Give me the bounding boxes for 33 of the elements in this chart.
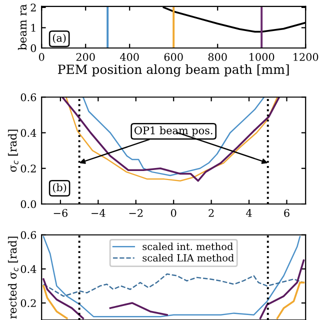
y-tick-label: 0.6 [20,231,36,239]
x-tick-label: −6 [54,209,68,217]
x-tick-label: 6 [284,209,290,217]
legend-label: scaled int. method [142,242,233,250]
x-tick-label: 0 [170,209,176,217]
x-axis-title: PEM position along beam path [mm] [58,64,289,77]
legend-label: scaled LIA method [142,254,234,262]
x-tick-label: 800 [208,53,227,61]
x-tick-label: 400 [120,53,139,61]
x-tick-label: 2 [208,209,214,217]
x-tick-label: 600 [164,53,183,61]
annotation: (b) [52,183,66,193]
y-tick-label: 0 [30,44,36,52]
y-tick-label: 2 [30,4,36,12]
x-tick-label: 1200 [294,53,318,61]
x-tick-label: 200 [76,53,95,61]
x-tick-label: 4 [246,209,252,217]
x-tick-label: 1000 [250,53,274,61]
y-axis-title: σ$_{c}$ [rad] [8,130,18,172]
y-tick-label: 1 [31,24,36,32]
y-tick-label: 0.2 [20,299,36,308]
y-tick-label: 0.2 [20,164,36,172]
x-tick-label: −2 [129,209,143,217]
y-tick-label: 0.0 [20,200,36,208]
x-tick-label: 0 [38,53,44,61]
y-axis-title: beam ra [18,4,27,50]
y-axis-title: rected σ$_{c}$ [rad] [8,236,18,319]
annotation: OP1 beam pos. [134,126,212,136]
y-tick-label: 0.4 [20,128,36,137]
annotation: (a) [52,34,66,44]
x-tick-label: −4 [92,209,106,217]
y-tick-label: 0.6 [20,93,36,102]
y-tick-label: 0.4 [20,265,36,274]
